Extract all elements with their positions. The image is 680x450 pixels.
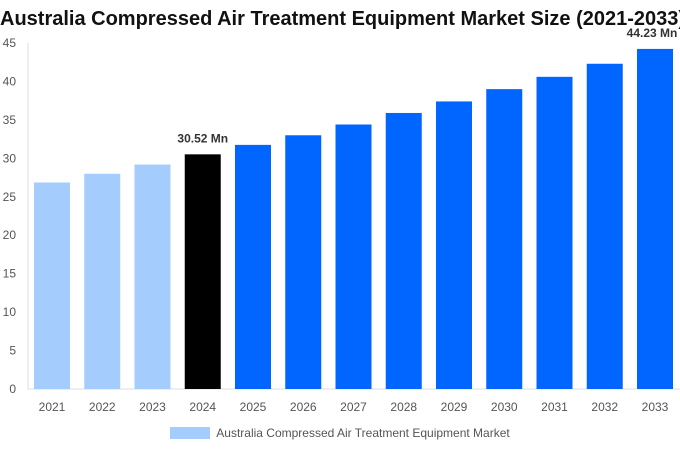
x-tick-label: 2027	[340, 400, 367, 414]
x-tick-label: 2022	[89, 400, 116, 414]
bar-2026	[285, 135, 322, 389]
y-tick-label: 5	[9, 344, 16, 358]
y-tick-label: 10	[3, 305, 17, 319]
bar-2021	[34, 182, 70, 389]
x-tick-label: 2026	[290, 400, 317, 414]
x-tick-label: 2029	[441, 400, 468, 414]
bar-2030	[486, 89, 523, 389]
chart-title: Australia Compressed Air Treatment Equip…	[0, 8, 680, 30]
bar-2023	[134, 164, 171, 389]
bar-2027	[335, 124, 372, 389]
legend: Australia Compressed Air Treatment Equip…	[0, 426, 680, 440]
bar-2028	[385, 112, 422, 390]
bar-2031	[536, 76, 573, 389]
y-tick-label: 45	[3, 36, 17, 50]
y-tick-label: 25	[3, 190, 17, 204]
y-tick-label: 35	[3, 113, 17, 127]
x-tick-label: 2021	[39, 400, 66, 414]
x-tick-label: 2031	[541, 400, 568, 414]
y-tick-label: 20	[3, 228, 17, 242]
x-tick-label: 2030	[491, 400, 518, 414]
bar-2022	[84, 173, 121, 389]
x-tick-label: 2024	[189, 400, 216, 414]
x-tick-label: 2028	[390, 400, 417, 414]
bar-2024	[184, 154, 221, 389]
legend-label: Australia Compressed Air Treatment Equip…	[216, 426, 510, 440]
x-tick-label: 2023	[139, 400, 166, 414]
bar-2025	[235, 144, 271, 389]
x-tick-label: 2025	[240, 400, 267, 414]
y-tick-label: 30	[3, 151, 17, 165]
data-label: 30.52 Mn	[177, 131, 228, 145]
y-tick-label: 0	[9, 382, 16, 396]
bar-2029	[436, 101, 472, 390]
y-tick-label: 40	[3, 74, 17, 88]
legend-swatch	[170, 427, 211, 439]
x-tick-label: 2032	[591, 400, 618, 414]
bar-2032	[586, 63, 623, 389]
y-tick-label: 15	[3, 267, 17, 281]
data-label: 44.23 Mn	[627, 26, 678, 40]
x-tick-label: 2033	[642, 400, 669, 414]
bar-2033	[637, 48, 673, 390]
